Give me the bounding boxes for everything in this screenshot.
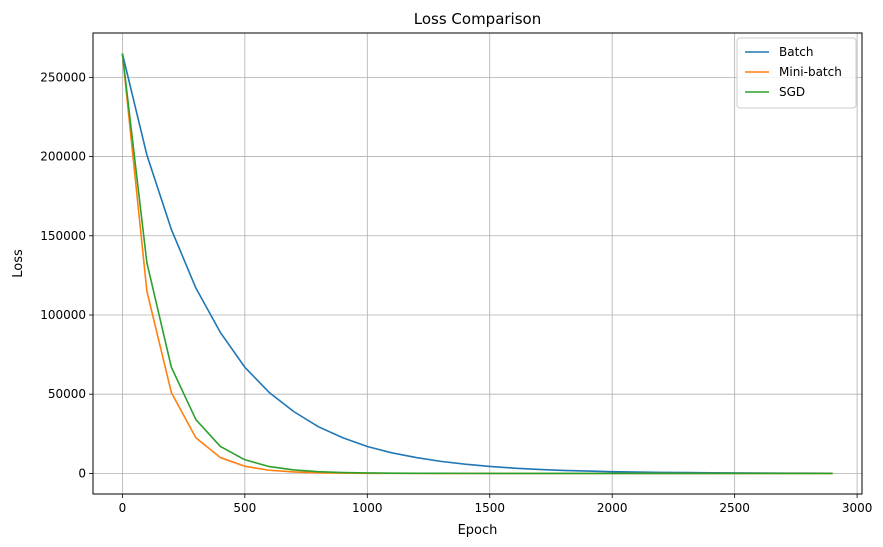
series-line-sgd (121, 53, 833, 475)
grid (93, 33, 862, 494)
y-tick-label: 150000 (40, 229, 86, 243)
legend-label: Mini-batch (779, 65, 842, 79)
legend-label: Batch (779, 45, 814, 59)
y-tick-label: 200000 (40, 150, 86, 164)
legend-box (736, 37, 857, 109)
series-line-batch (121, 53, 833, 475)
series-lines (121, 53, 833, 475)
x-tick-label: 1500 (474, 501, 505, 515)
y-tick-label: 250000 (40, 70, 86, 84)
series-line-mini-batch (121, 53, 833, 475)
x-axis-label: Epoch (458, 523, 498, 538)
axis-ticks: 0 500 1000 1500 2000 2500 3000 0 50000 100000 1500… (40, 70, 872, 515)
x-tick-label: 2500 (719, 501, 750, 515)
y-tick-label: 50000 (48, 387, 86, 401)
x-tick-label: 2000 (597, 501, 628, 515)
x-tick-label: 3000 (842, 501, 873, 515)
chart-title: Loss Comparison (414, 10, 541, 28)
legend-label: SGD (779, 85, 805, 99)
x-tick-label: 1000 (352, 501, 383, 515)
legend: Batch Mini-batch SGD (736, 37, 857, 109)
y-axis-label: Loss (11, 249, 26, 278)
x-tick-label: 0 (119, 501, 127, 515)
y-tick-label: 0 (78, 466, 86, 480)
x-tick-label: 500 (233, 501, 256, 515)
y-tick-label: 100000 (40, 308, 86, 322)
plot-area-frame (92, 32, 863, 495)
